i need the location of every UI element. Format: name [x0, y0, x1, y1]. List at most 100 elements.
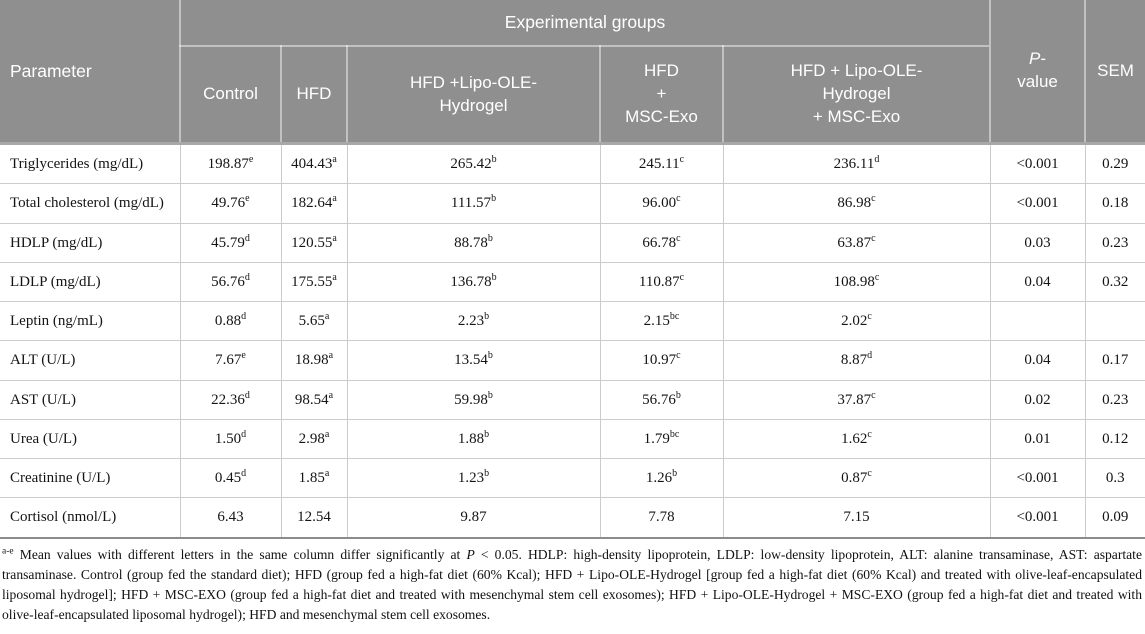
significance-letter: b — [675, 389, 681, 401]
p-value-cell: 0.01 — [989, 418, 1086, 459]
value-text: 110.87 — [638, 273, 680, 290]
significance-letter: c — [871, 389, 876, 401]
value-cell: 45.79d — [179, 222, 281, 263]
significance-letter: b — [487, 232, 493, 244]
value-cell: 1.23b — [346, 457, 600, 498]
value-cell: 2.98a — [280, 418, 347, 459]
value-text: 175.55 — [291, 273, 333, 290]
significance-letter: a — [332, 154, 337, 165]
parameter-cell: Creatinine (U/L) — [0, 457, 180, 498]
value-cell: 96.00c — [599, 183, 723, 223]
value-cell: 110.87c — [599, 261, 723, 302]
value-text: 1.23 — [457, 470, 485, 486]
value-text: 0.87 — [841, 470, 868, 486]
value-text: 6.43 — [217, 509, 244, 526]
value-text: 2.02 — [841, 313, 868, 329]
significance-letter: d — [244, 232, 250, 244]
value-text: 13.54 — [454, 352, 488, 369]
p-value-cell: 0.02 — [989, 379, 1086, 420]
parameter-cell: Cortisol (nmol/L) — [0, 497, 180, 539]
table-row: Urea (U/L) 1.50d 2.98a 1.88b 1.79bc 1.62c 0.01… — [0, 418, 1145, 459]
value-cell: 49.76e — [179, 183, 281, 223]
value-cell: 7.67e — [179, 340, 281, 380]
footnote-text-1: Mean values with different letters in th… — [13, 546, 467, 562]
column-header-p-value: P- value — [989, 0, 1086, 145]
value-text: 63.87 — [837, 234, 872, 251]
value-cell: 9.87 — [346, 497, 600, 539]
sem-cell: 0.18 — [1084, 183, 1145, 223]
value-text: 49.76 — [211, 195, 246, 212]
value-text: 2.15 — [643, 313, 670, 329]
value-text: 98.54 — [294, 391, 329, 408]
significance-letter: bc — [669, 428, 680, 440]
sem-cell: 0.12 — [1084, 418, 1145, 459]
significance-letter: c — [867, 468, 872, 479]
significance-letter: d — [244, 271, 250, 283]
value-text: 88.78 — [454, 234, 488, 251]
p-value-cell: 0.04 — [989, 261, 1086, 302]
significance-letter: a — [324, 311, 330, 322]
value-text: 59.98 — [454, 391, 488, 408]
column-header-group-1: HFD — [280, 46, 347, 145]
value-cell: 7.78 — [599, 497, 723, 539]
table-row: ALT (U/L) 7.67e 18.98a 13.54b 10.97c 8.87d 0.0… — [0, 340, 1145, 380]
significance-letter: c — [867, 428, 872, 440]
value-cell: 56.76d — [179, 261, 281, 302]
value-cell: 404.43a — [280, 143, 347, 184]
value-cell: 198.87e — [179, 143, 281, 184]
value-text: 8.87 — [840, 352, 868, 369]
table-row: Creatinine (U/L) 0.45d 1.85a 1.23b 1.26b 0.87… — [0, 457, 1145, 498]
value-text: 1.50 — [214, 430, 242, 447]
significance-letter: c — [679, 271, 685, 283]
parameter-cell: HDLP (mg/dL) — [0, 222, 180, 263]
significance-letter: bc — [669, 311, 680, 322]
significance-letter: c — [676, 350, 681, 362]
significance-letter: d — [241, 428, 247, 440]
value-text: 1.79 — [643, 430, 670, 447]
table-row: HDLP (mg/dL) 45.79d 120.55a 88.78b 66.78c 63.… — [0, 222, 1145, 263]
significance-letter: a — [332, 271, 337, 283]
value-cell: 2.02c — [722, 300, 991, 341]
sem-cell: 0.32 — [1084, 261, 1145, 302]
parameter-cell: Leptin (ng/mL) — [0, 300, 180, 341]
value-cell: 63.87c — [722, 222, 991, 263]
value-cell: 22.36d — [179, 379, 281, 420]
value-cell: 59.98b — [346, 379, 600, 420]
table-row: Total cholesterol (mg/dL) 49.76e 182.64a 11… — [0, 183, 1145, 223]
value-text: 1.88 — [457, 430, 485, 447]
value-text: 1.85 — [298, 470, 325, 486]
table-header: Parameter Experimental groups P- value S… — [0, 0, 1145, 145]
significance-letter: e — [241, 350, 246, 362]
p-value-cell — [989, 300, 1086, 341]
significance-letter: d — [241, 311, 247, 322]
p-value-rest: - value — [1017, 49, 1058, 91]
value-cell: 182.64a — [280, 183, 347, 223]
value-cell: 6.43 — [179, 497, 281, 539]
value-text: 7.67 — [215, 352, 242, 369]
column-header-group-0: Control — [179, 46, 281, 145]
value-cell: 8.87d — [722, 340, 991, 380]
sem-cell: 0.29 — [1084, 143, 1145, 184]
value-cell: 1.26b — [599, 457, 723, 498]
value-text: 10.97 — [642, 352, 677, 369]
value-text: 2.23 — [457, 313, 485, 329]
value-text: 245.11 — [638, 156, 680, 172]
significance-letter: c — [679, 154, 685, 165]
value-cell: 13.54b — [346, 340, 600, 380]
value-cell: 1.79bc — [599, 418, 723, 459]
p-value-italic-letter: P — [1029, 49, 1041, 69]
value-text: 7.78 — [648, 509, 675, 526]
value-text: 12.54 — [297, 509, 331, 526]
value-cell: 245.11c — [599, 143, 723, 184]
column-header-sem: SEM — [1084, 0, 1145, 145]
value-text: 96.00 — [642, 195, 677, 212]
significance-letter: a — [328, 350, 334, 362]
value-text: 2.98 — [298, 430, 325, 447]
table-row: Cortisol (nmol/L) 6.43 12.54 9.87 7.78 7.15 <0… — [0, 497, 1145, 539]
p-value-cell: 0.03 — [989, 222, 1086, 263]
significance-letter: c — [676, 193, 681, 205]
footnote-text-2: < 0.05. HDLP: high-density lipoprotein, … — [2, 546, 1142, 622]
column-group-header-experimental-groups: Experimental groups — [178, 0, 991, 47]
footnote-italic-p: P — [466, 546, 475, 562]
value-text: 1.26 — [645, 470, 673, 486]
